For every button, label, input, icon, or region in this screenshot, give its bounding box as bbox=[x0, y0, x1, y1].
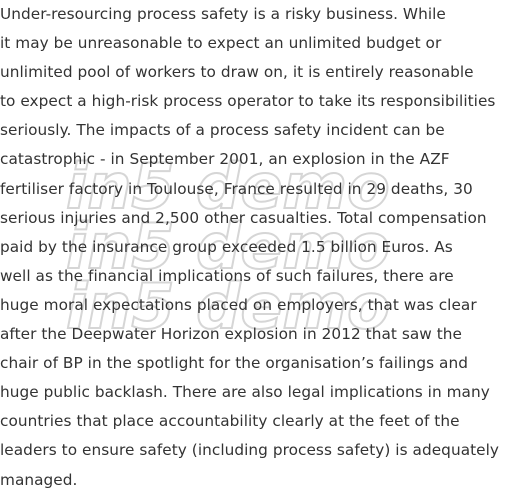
paragraph-line: paid by the insurance group exceeded 1.5… bbox=[0, 237, 453, 256]
paragraph-line: huge moral expectations placed on employ… bbox=[0, 295, 477, 314]
paragraph-line: catastrophic - in September 2001, an exp… bbox=[0, 150, 450, 169]
paragraph-line: managed. bbox=[0, 470, 78, 489]
paragraph-line: chair of BP in the spotlight for the org… bbox=[0, 354, 468, 373]
paragraph-line: to expect a high-risk process operator t… bbox=[0, 92, 496, 111]
paragraph-line: it may be unreasonable to expect an unli… bbox=[0, 34, 442, 53]
paragraph-line: huge public backlash. There are also leg… bbox=[0, 383, 490, 402]
paragraph-line: unlimited pool of workers to draw on, it… bbox=[0, 63, 474, 82]
paragraph-line: after the Deepwater Horizon explosion in… bbox=[0, 325, 463, 344]
paragraph-line: seriously. The impacts of a process safe… bbox=[0, 121, 445, 140]
paragraph-line: fertiliser factory in Toulouse, France r… bbox=[0, 179, 473, 198]
paragraph-line: countries that place accountability clea… bbox=[0, 412, 460, 431]
paragraph-line: serious injuries and 2,500 other casualt… bbox=[0, 208, 487, 227]
paragraph-line: Under-resourcing process safety is a ris… bbox=[0, 5, 446, 23]
paragraph-line: leaders to ensure safety (including proc… bbox=[0, 441, 500, 460]
paragraph-line: well as the financial implications of su… bbox=[0, 266, 454, 285]
